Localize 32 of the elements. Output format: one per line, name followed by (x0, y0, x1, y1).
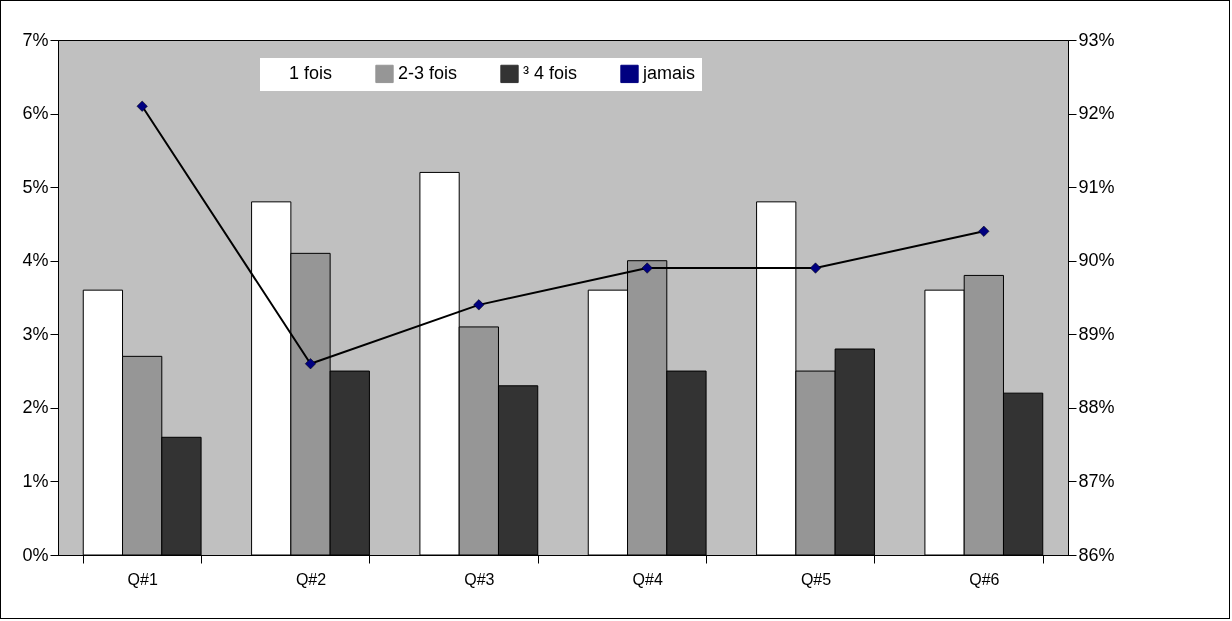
y2-tick-label: 88% (1078, 397, 1115, 418)
y2-tick-label: 86% (1078, 544, 1115, 565)
y-tick-label: 5% (22, 176, 49, 197)
x-tick-label: Q#6 (969, 570, 1000, 588)
y-tick-label: 6% (22, 103, 49, 124)
legend-label: ³ 4 fois (523, 62, 578, 83)
point (305, 358, 316, 370)
y2-tick-label: 93% (1078, 29, 1115, 50)
y2-tick-label: 89% (1078, 323, 1115, 344)
point (810, 262, 821, 274)
y2-tick-label: 90% (1078, 250, 1115, 271)
y-tick-label: 3% (22, 323, 49, 344)
y-tick-label: 1% (22, 470, 49, 491)
point (641, 262, 653, 274)
y2-tick-label: 87% (1078, 470, 1115, 491)
legend-label: jamais (642, 62, 696, 83)
y-tick-label: 2% (22, 397, 49, 418)
point (136, 100, 148, 112)
x-tick-label: Q#4 (632, 570, 663, 588)
y-tick-label: 7% (22, 29, 49, 50)
y-tick-label: 4% (22, 250, 49, 271)
point (978, 225, 990, 237)
y2-tick-label: 92% (1078, 103, 1115, 124)
y2-tick-label: 91% (1078, 176, 1115, 197)
x-tick-label: Q#3 (464, 570, 495, 588)
x-tick-label: Q#5 (800, 570, 832, 588)
text: 1 fois (289, 62, 333, 83)
x-tick-label: Q#1 (127, 570, 158, 588)
y-tick-label: 0% (22, 544, 49, 565)
legend-label: 2-3 fois (398, 62, 458, 83)
point (473, 299, 485, 311)
x-tick-label: Q#2 (295, 570, 327, 588)
